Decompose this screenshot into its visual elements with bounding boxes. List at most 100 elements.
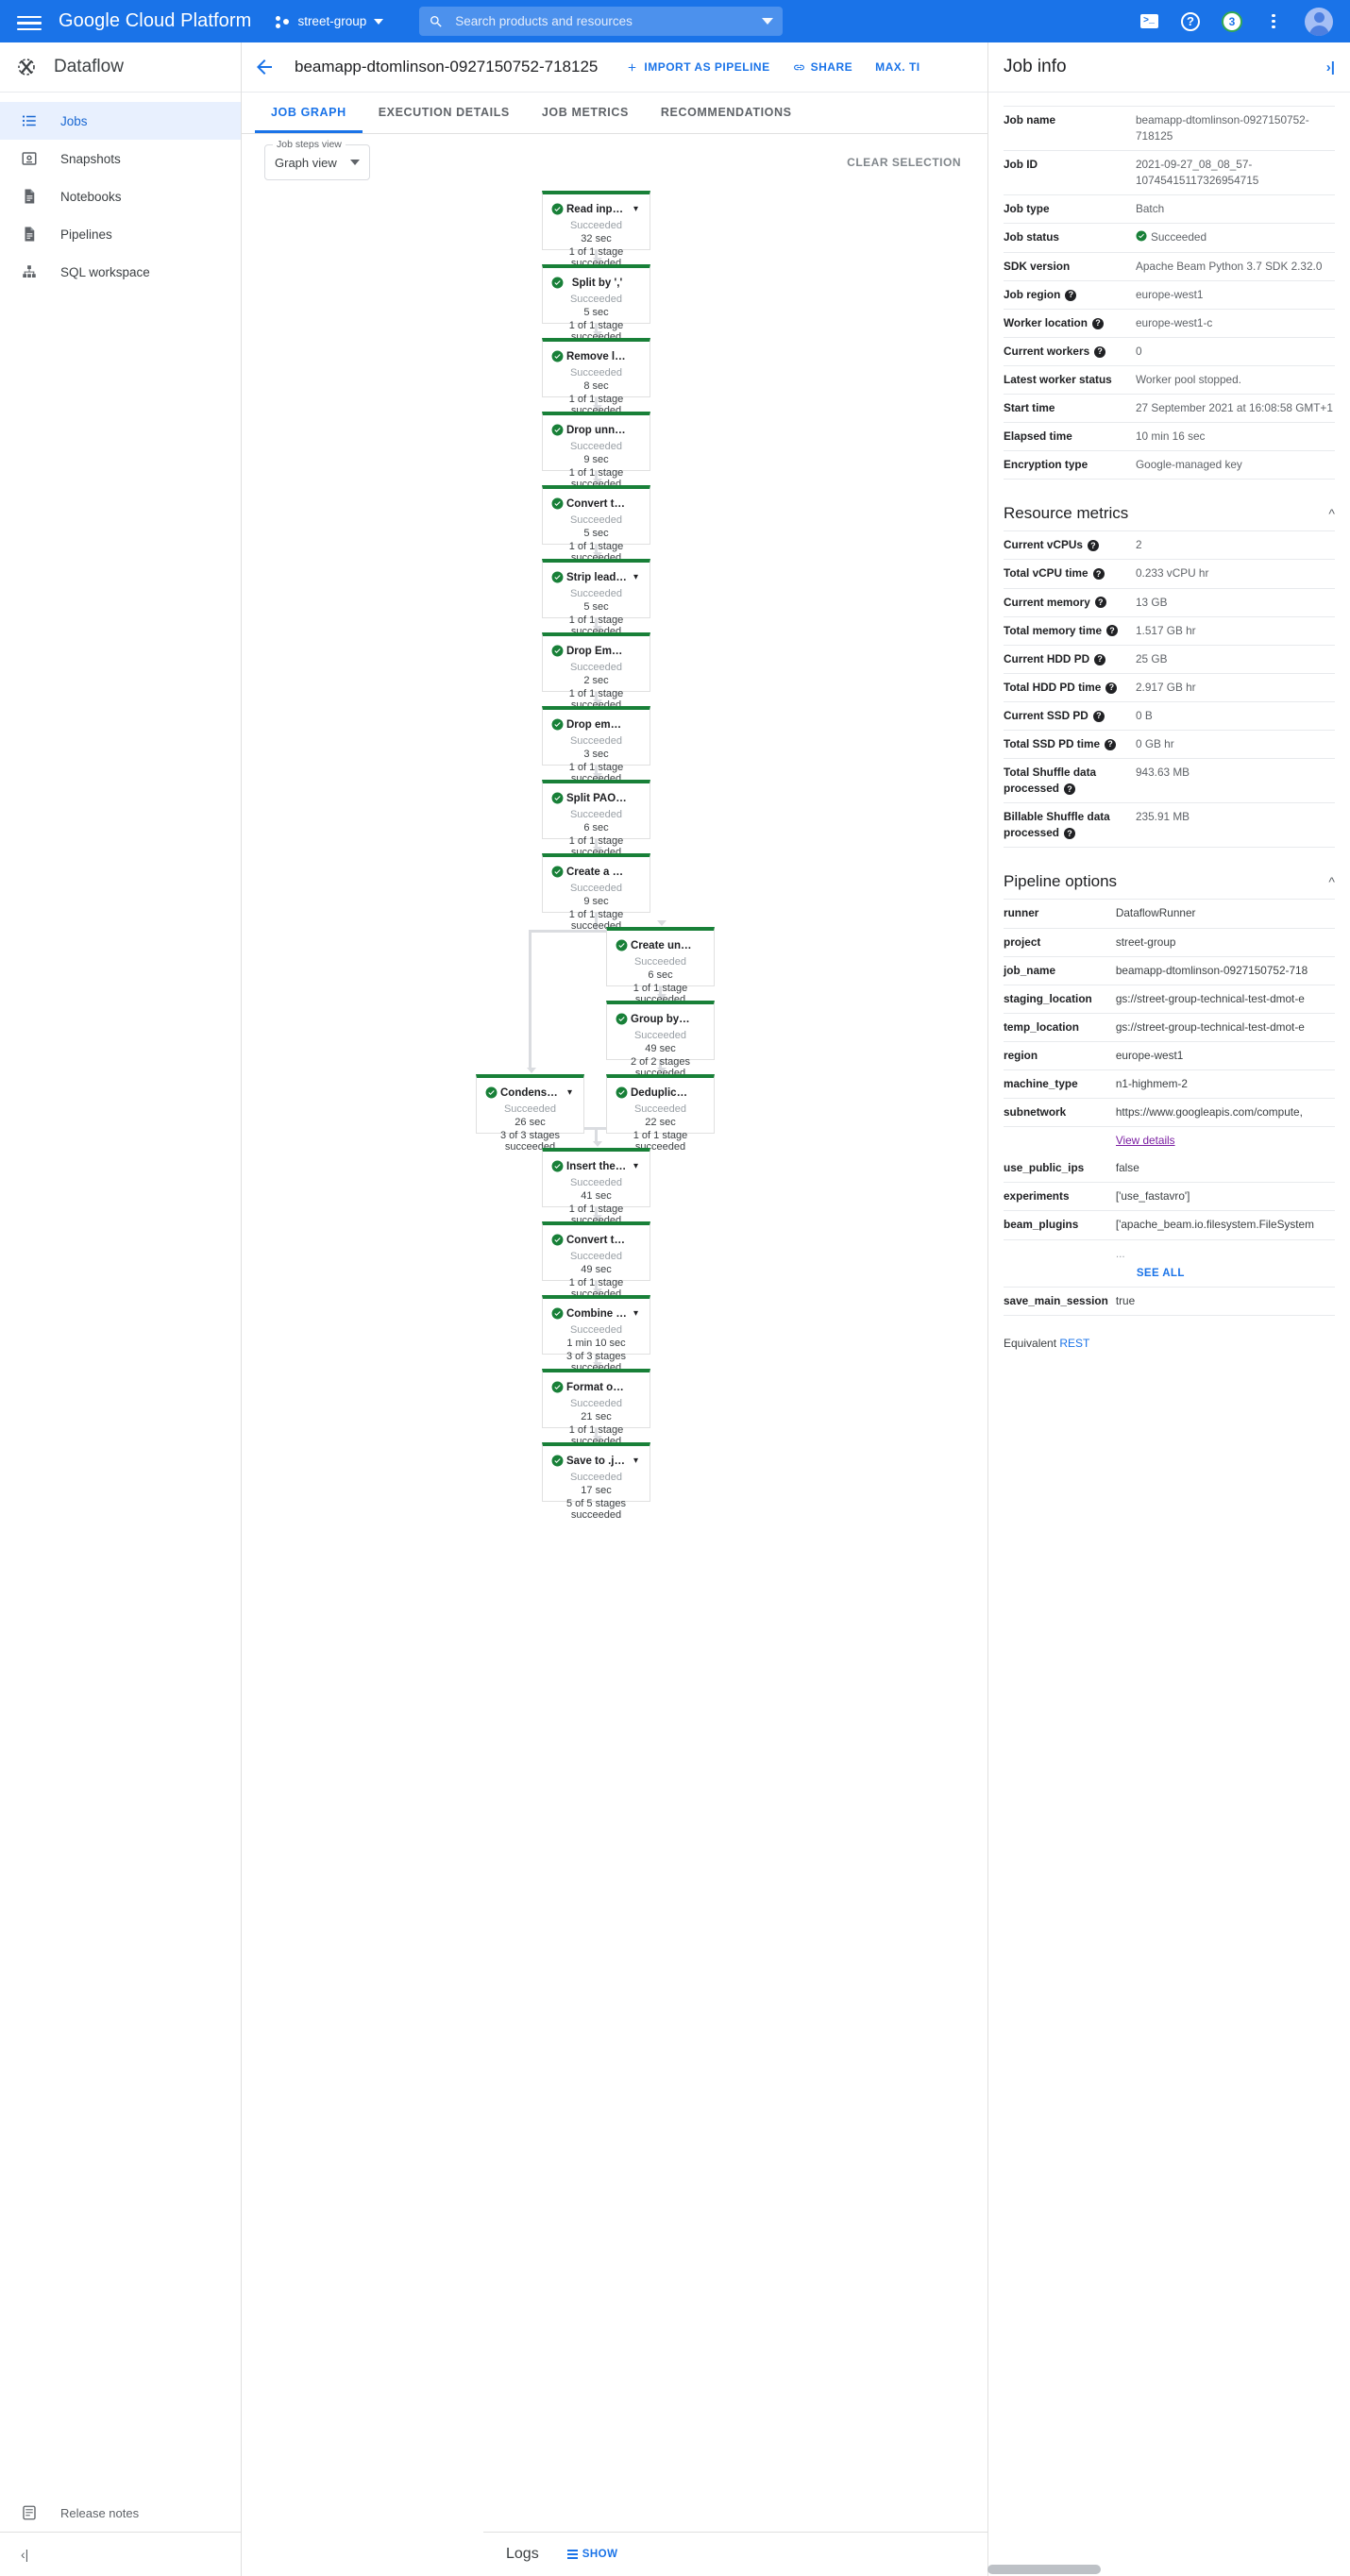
table-row: beam_plugins ['apache_beam.io.filesystem.…: [1004, 1211, 1335, 1240]
help-icon[interactable]: ?: [1106, 625, 1119, 637]
chevron-down-icon[interactable]: ▾: [633, 203, 639, 214]
account-avatar[interactable]: [1305, 7, 1333, 36]
sidebar-item-pipelines[interactable]: Pipelines: [0, 215, 241, 253]
tab-execution-details[interactable]: EXECUTION DETAILS: [378, 106, 510, 119]
table-row: SDK version Apache Beam Python 3.7 SDK 2.…: [1004, 252, 1335, 281]
graph-node-header: Create uniq…ice & date▾: [607, 935, 714, 955]
graph-node-time: 22 sec: [645, 1117, 676, 1128]
graph-edge-arrow: [656, 994, 667, 1000]
help-icon[interactable]: ?: [1091, 317, 1104, 329]
clear-selection-button[interactable]: CLEAR SELECTION: [847, 156, 961, 169]
view-details-link[interactable]: View details: [1115, 1134, 1175, 1148]
help-icon[interactable]: ?: [1094, 597, 1106, 609]
help-icon[interactable]: ?: [1094, 345, 1106, 358]
graph-edge-arrow: [592, 405, 602, 411]
resource-metrics-header[interactable]: Resource metrics ^: [1004, 504, 1335, 523]
table-cell-value: 1.517 GB hr: [1136, 623, 1196, 637]
chevron-down-icon[interactable]: [762, 18, 774, 25]
help-icon[interactable]: ?: [1094, 653, 1106, 665]
help-icon[interactable]: ?: [1065, 289, 1077, 301]
chevron-down-icon[interactable]: ▾: [633, 571, 639, 582]
job-steps-view-select[interactable]: Job steps view Graph view: [264, 139, 370, 180]
sidebar-item-notebooks[interactable]: Notebooks: [0, 177, 241, 215]
table-cell-key: region: [1004, 1048, 1038, 1062]
table-cell-value: 0: [1136, 344, 1142, 358]
help-icon[interactable]: ?: [1087, 540, 1099, 552]
cloud-shell-icon[interactable]: >_: [1139, 11, 1159, 32]
help-icon[interactable]: ?: [1064, 828, 1076, 840]
pipeline-options-header[interactable]: Pipeline options ^: [1004, 872, 1335, 891]
search-input[interactable]: Search products and resources: [419, 7, 784, 36]
graph-edge-arrow: [592, 1436, 602, 1441]
show-logs-button[interactable]: SHOW: [566, 2549, 618, 2560]
chevron-down-icon[interactable]: ▾: [633, 1455, 639, 1466]
import-as-pipeline-button[interactable]: IMPORT AS PIPELINE: [626, 60, 769, 74]
more-options-icon[interactable]: [1263, 11, 1284, 32]
table-cell-value: europe-west1: [1115, 1048, 1184, 1062]
sidebar-item-sql-workspace[interactable]: SQL workspace: [0, 253, 241, 291]
help-icon[interactable]: ?: [1092, 568, 1105, 581]
graph-node-status: Succeeded: [569, 1324, 623, 1336]
help-icon[interactable]: ?: [1180, 11, 1201, 32]
status-success-icon: [485, 1086, 498, 1099]
table-row: Current memory? 13 GB: [1004, 588, 1335, 617]
help-icon[interactable]: ?: [1105, 738, 1117, 750]
help-icon[interactable]: ?: [1092, 710, 1105, 722]
tab-job-metrics[interactable]: JOB METRICS: [541, 106, 629, 119]
graph-node-time: 26 sec: [515, 1117, 546, 1128]
status-success-icon: [551, 350, 564, 362]
chevron-down-icon[interactable]: ▾: [566, 1086, 573, 1098]
horizontal-scrollbar[interactable]: [987, 2565, 1101, 2574]
tab-job-graph[interactable]: JOB GRAPH: [255, 92, 363, 133]
table-cell-key: Job region?: [1004, 280, 1136, 309]
main-content: beamapp-dtomlinson-0927150752-718125 IMP…: [242, 42, 1229, 2576]
graph-node-time: 1 min 10 sec: [566, 1338, 626, 1349]
sidebar-item-snapshots[interactable]: Snapshots: [0, 140, 241, 177]
table-cell-value: europe-west1-c: [1136, 315, 1213, 329]
sidebar-product-title: Dataflow: [54, 57, 124, 76]
chevron-down-icon[interactable]: ▾: [633, 1307, 639, 1319]
help-icon[interactable]: ?: [1105, 682, 1118, 694]
back-arrow-icon[interactable]: [253, 56, 276, 78]
sidebar-item-jobs[interactable]: Jobs: [0, 102, 241, 140]
chevron-down-icon[interactable]: ▾: [633, 1160, 639, 1171]
table-cell-value: 0 B: [1136, 708, 1153, 722]
tab-recommendations[interactable]: RECOMMENDATIONS: [660, 106, 792, 119]
see-all-button[interactable]: SEE ALL: [1136, 1267, 1185, 1279]
table-row: Worker location? europe-west1-c: [1004, 309, 1335, 338]
table-cell-value: 27 September 2021 at 16:08:58 GMT+1: [1136, 401, 1333, 415]
graph-node[interactable]: Strip leading ▾ Succeeded 5 sec 1 of 1 stage…: [542, 559, 650, 637]
share-button[interactable]: SHARE: [793, 60, 853, 74]
project-selector[interactable]: street-group: [276, 14, 384, 29]
collapse-panel-icon[interactable]: ›|: [1325, 59, 1335, 76]
release-notes-icon: [23, 2505, 36, 2520]
graph-edge: [595, 250, 598, 259]
hamburger-icon[interactable]: [17, 12, 42, 31]
collapse-sidebar-icon[interactable]: ‹|: [21, 2547, 29, 2562]
rest-link[interactable]: REST: [1059, 1337, 1090, 1351]
max-time-button[interactable]: MAX. TI: [875, 60, 920, 74]
help-icon[interactable]: ?: [1064, 783, 1076, 796]
release-notes-link[interactable]: Release notes: [0, 2494, 242, 2532]
brand-title: Google Cloud Platform: [59, 10, 252, 31]
notifications-icon[interactable]: 3: [1222, 10, 1242, 32]
